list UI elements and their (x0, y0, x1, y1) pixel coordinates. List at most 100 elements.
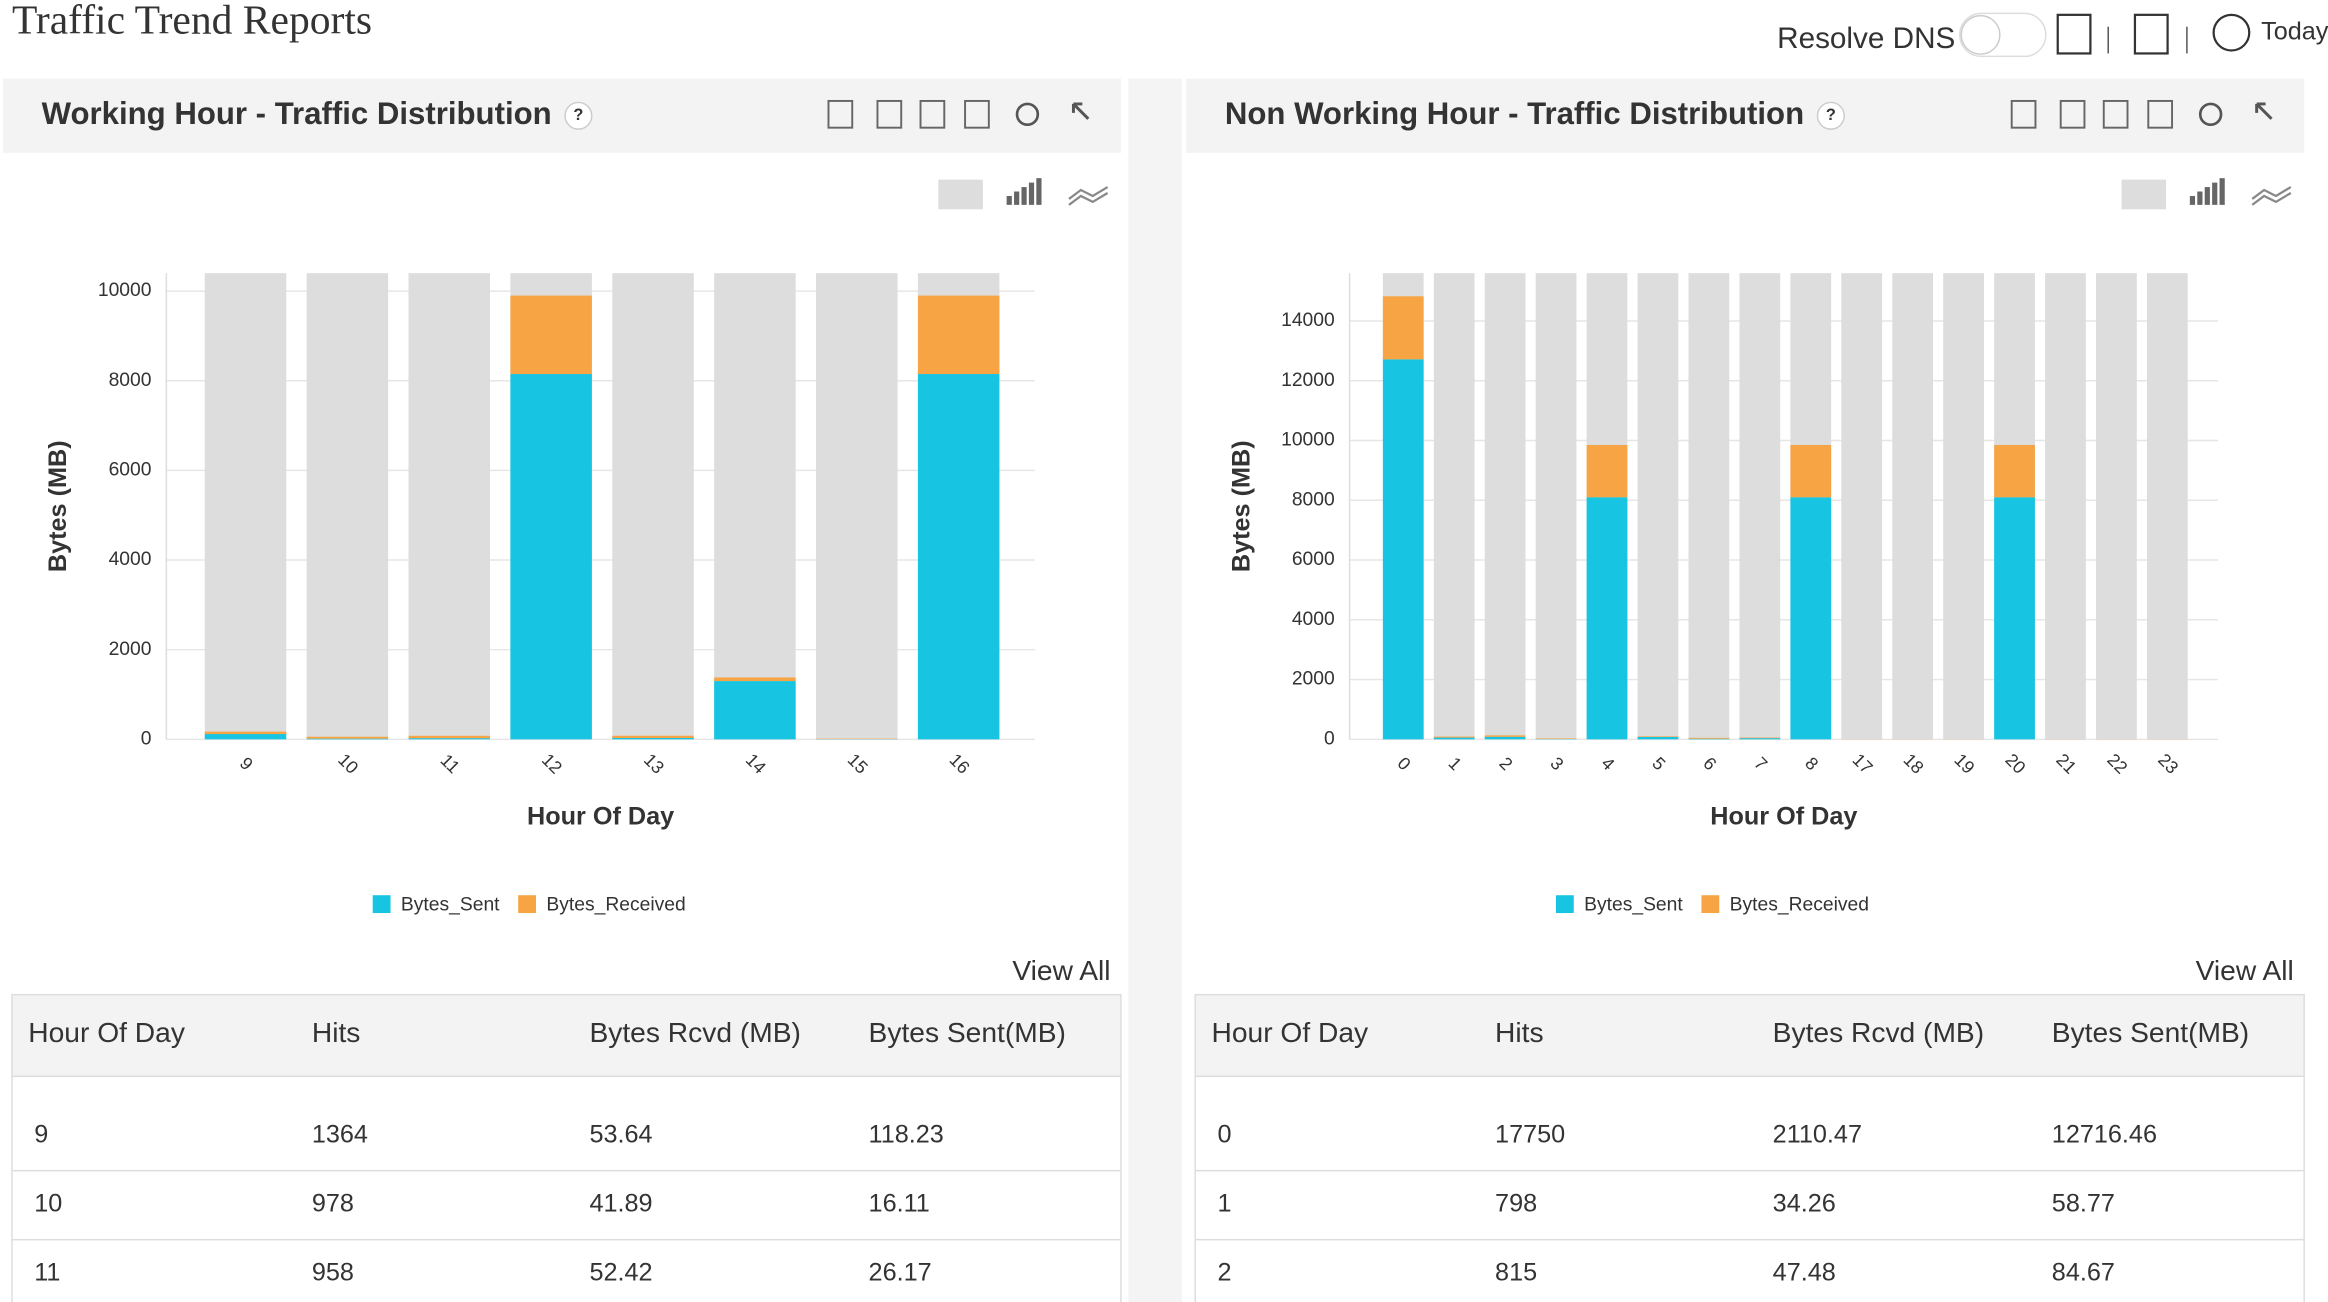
page-title: Traffic Trend Reports (12, 0, 372, 42)
toolbar-icon[interactable] (2147, 99, 2174, 129)
bar-segment (306, 736, 389, 739)
date-icon[interactable] (2212, 13, 2251, 52)
chart-type-area[interactable] (938, 179, 983, 210)
bar-segment (1739, 738, 1781, 740)
table-body (1194, 1075, 2305, 1302)
column-header: Hits (1495, 1016, 1544, 1048)
x-tick-label: 19 (1950, 750, 1978, 778)
bar-track (2096, 273, 2137, 740)
legend-label[interactable]: Bytes_Sent (401, 895, 500, 916)
help-icon-text: ? (573, 106, 583, 124)
y-tick-label: 6000 (1292, 549, 1335, 570)
chart-type-bar[interactable] (2212, 182, 2218, 205)
toolbar-icon[interactable] (876, 99, 903, 129)
chart-type-area[interactable] (2121, 179, 2167, 210)
table-cell: 53.64 (589, 1120, 652, 1148)
legend-label[interactable]: Bytes_Received (546, 895, 685, 916)
csv-export-icon[interactable] (2056, 13, 2092, 55)
x-tick-label: 6 (1699, 753, 1720, 774)
chart-type-bar[interactable] (2204, 187, 2210, 205)
table-cell: 1364 (312, 1120, 368, 1148)
bar-track (1943, 273, 1984, 740)
table-body (11, 1075, 1122, 1302)
y-tick-label: 4000 (1292, 609, 1335, 630)
maximize-icon[interactable] (2255, 102, 2273, 120)
table-cell: 11 (34, 1258, 60, 1286)
toolbar-icon[interactable] (2010, 99, 2037, 129)
chart-type-bar[interactable] (1006, 195, 1012, 205)
chart-type-bar[interactable] (2189, 195, 2196, 205)
bar-segment (1382, 359, 1424, 740)
panel-title: Working Hour - Traffic Distribution (42, 96, 552, 131)
table-cell: 84.67 (2052, 1258, 2115, 1286)
panel-gutter (1128, 78, 1182, 1302)
x-tick-label: 21 (2052, 750, 2080, 778)
chart-type-bar[interactable] (1028, 182, 1035, 205)
panel-title: Non Working Hour - Traffic Distribution (1225, 96, 1804, 131)
bar-segment (1637, 736, 1679, 737)
bar-segment (1535, 738, 1577, 740)
bar-segment (408, 735, 491, 739)
xls-export-icon[interactable] (2133, 13, 2169, 55)
bar-track (1484, 273, 1526, 740)
bar-segment (612, 735, 694, 738)
x-tick-label: 12 (538, 750, 566, 778)
chart-type-line[interactable] (1068, 186, 1109, 206)
view-all-link[interactable]: View All (2196, 954, 2294, 986)
maximize-icon[interactable] (1071, 102, 1090, 120)
bar-segment (1790, 444, 1832, 498)
legend-label[interactable]: Bytes_Received (1730, 895, 1869, 916)
bar-track (2146, 273, 2188, 740)
chart-type-bar[interactable] (1014, 191, 1020, 205)
bar-segment (204, 731, 287, 735)
toolbar-icon[interactable] (964, 99, 990, 129)
x-axis-title: Hour Of Day (527, 803, 674, 831)
help-icon[interactable] (564, 101, 593, 130)
date-range[interactable]: Today (2261, 17, 2328, 45)
toolbar-icon[interactable] (2102, 99, 2129, 129)
y-tick-label: 0 (141, 728, 152, 749)
table-cell: 2110.47 (1773, 1120, 1862, 1148)
toolbar-icon[interactable] (827, 99, 854, 129)
x-tick-label: 7 (1750, 753, 1771, 774)
bar-track (1739, 273, 1781, 740)
bar-track (1892, 273, 1934, 740)
legend-swatch[interactable] (1555, 895, 1574, 914)
bar-segment (204, 734, 287, 740)
legend-swatch[interactable] (1701, 895, 1720, 914)
column-header: Bytes Sent(MB) (2052, 1016, 2249, 1048)
legend-label[interactable]: Bytes_Sent (1584, 895, 1683, 916)
view-all-link[interactable]: View All (1012, 954, 1110, 986)
bar-segment (1739, 737, 1781, 739)
x-tick-label: 22 (2103, 750, 2131, 778)
table-cell: 12716.46 (2052, 1120, 2157, 1148)
chart-type-bar[interactable] (1036, 178, 1042, 205)
y-tick-label: 10000 (98, 280, 152, 301)
y-tick-label: 8000 (1292, 489, 1335, 510)
y-axis-title: Bytes (MB) (44, 440, 72, 572)
x-tick-label: 13 (640, 750, 668, 778)
x-tick-label: 14 (742, 750, 770, 778)
toolbar-icon[interactable] (919, 99, 946, 129)
bar-segment (1586, 497, 1628, 740)
chart-type-line[interactable] (2251, 186, 2292, 206)
x-tick-label: 4 (1597, 753, 1618, 774)
chart-type-bar[interactable] (2219, 178, 2225, 205)
x-tick-label: 15 (844, 750, 872, 778)
legend-swatch[interactable] (372, 895, 391, 914)
column-header: Bytes Sent(MB) (869, 1016, 1066, 1048)
toolbar-icon[interactable] (2059, 99, 2086, 129)
refresh-icon[interactable] (2198, 102, 2223, 127)
y-tick-label: 10000 (1281, 430, 1335, 451)
legend-swatch[interactable] (518, 895, 537, 914)
chart-type-bar[interactable] (2197, 191, 2203, 205)
help-icon[interactable] (1816, 101, 1845, 130)
chart-type-bar[interactable] (1021, 187, 1027, 205)
bar-segment (1433, 737, 1475, 740)
bar-segment (917, 374, 1000, 740)
x-tick-label: 10 (334, 750, 362, 778)
y-axis-title: Bytes (MB) (1227, 440, 1255, 572)
refresh-icon[interactable] (1015, 102, 1040, 127)
bar-track (204, 273, 287, 740)
